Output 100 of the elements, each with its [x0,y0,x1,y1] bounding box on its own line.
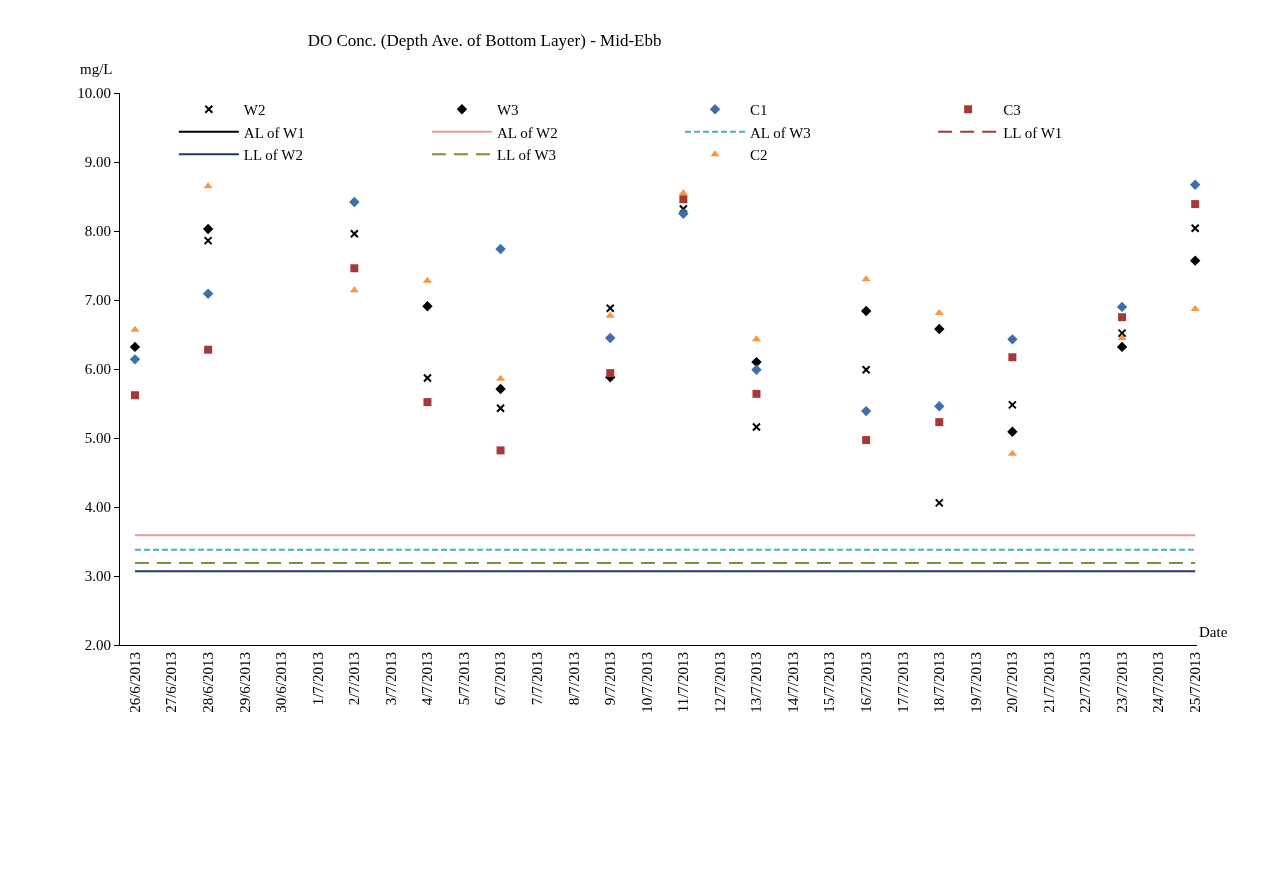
point [349,229,359,239]
point [1116,341,1128,353]
legend-label: AL of W1 [243,124,305,141]
x-tick-label: 28/6/2013 [199,652,216,713]
x-tick-label: 7/7/2013 [529,652,546,706]
point [1117,328,1127,338]
x-tick-label: 19/7/2013 [967,652,984,713]
point [202,223,214,235]
point [1007,334,1018,345]
point [860,405,872,417]
x-tick-label: 21/7/2013 [1040,652,1057,713]
x-tick-label: 24/7/2013 [1150,652,1167,713]
x-tick-label: 2/7/2013 [346,652,363,706]
point [934,309,944,316]
y-tick-label: 3.00 [84,568,111,585]
point [1007,400,1017,410]
x-tick-label: 23/7/2013 [1113,652,1130,713]
point [1190,223,1200,233]
legend-label: LL of W3 [496,147,557,164]
y-tick-label: 2.00 [84,637,111,654]
point [934,323,945,335]
point [204,345,213,354]
point [130,325,140,332]
x-tick-label: 12/7/2013 [711,652,728,713]
point [495,243,506,255]
point [1190,304,1200,311]
x-tick-label: 15/7/2013 [821,652,838,713]
point [496,446,505,455]
point [1007,426,1018,437]
x-tick-label: 27/6/2013 [163,652,180,713]
x-tick-label: 5/7/2013 [455,652,472,706]
x-tick-label: 13/7/2013 [748,652,765,713]
legend-label: LL of W1 [1003,124,1063,141]
x-axis-title: Date [1199,624,1228,640]
point [496,403,506,413]
x-tick-label: 8/7/2013 [565,652,582,706]
point [423,398,432,407]
x-tick-label: 17/7/2013 [894,652,911,713]
y-axis-title: mg/L [80,61,113,77]
point [605,311,615,318]
legend-label: C1 [750,102,768,119]
y-tick-label: 5.00 [84,430,111,447]
x-tick-label: 4/7/2013 [419,652,436,706]
point [422,373,432,383]
legend-label: C3 [1003,102,1021,119]
point [678,189,688,196]
point [934,498,944,508]
point [129,354,141,365]
point [349,196,360,208]
y-tick-label: 8.00 [84,223,111,240]
point [605,332,616,344]
point [678,208,689,219]
point [1116,301,1128,313]
x-tick-label: 29/6/2013 [236,652,253,713]
point [752,389,761,398]
point [605,303,615,313]
point [1189,255,1201,266]
x-tick-label: 25/7/2013 [1187,652,1204,713]
point [422,301,433,312]
point [495,383,506,395]
x-tick-label: 11/7/2013 [675,652,692,713]
y-tick-label: 10.00 [77,85,111,102]
point [1008,353,1017,362]
point [129,341,141,353]
x-tick-label: 6/7/2013 [492,652,509,706]
point [860,305,872,317]
point [935,418,944,427]
point [862,436,871,445]
x-tick-label: 22/7/2013 [1077,652,1094,713]
point [202,288,214,299]
legend-label: AL of W2 [496,124,558,141]
point [751,364,762,375]
x-tick-label: 9/7/2013 [602,652,619,706]
x-tick-label: 30/6/2013 [273,652,290,713]
x-tick-label: 16/7/2013 [858,652,875,713]
legend-label: LL of W2 [243,147,304,164]
point [678,204,688,214]
legend-label: W3 [496,102,519,119]
point [1189,179,1201,190]
x-tick-label: 18/7/2013 [931,652,948,713]
x-tick-label: 1/7/2013 [309,652,326,706]
point [203,236,213,246]
legend-label: AL of W3 [750,124,811,141]
point [679,195,688,204]
point [861,365,871,375]
point [751,422,761,432]
point [350,264,359,273]
x-tick-label: 14/7/2013 [784,652,801,713]
point [1117,333,1127,340]
x-tick-label: 3/7/2013 [382,652,399,706]
x-tick-label: 20/7/2013 [1004,652,1021,713]
point [1007,449,1017,456]
point [934,401,945,412]
point [130,391,139,400]
point [1118,313,1127,322]
y-tick-label: 7.00 [84,292,111,309]
y-tick-label: 6.00 [84,361,111,378]
x-tick-label: 10/7/2013 [638,652,655,713]
y-tick-label: 9.00 [84,154,111,171]
x-tick-label: 26/6/2013 [126,652,143,713]
